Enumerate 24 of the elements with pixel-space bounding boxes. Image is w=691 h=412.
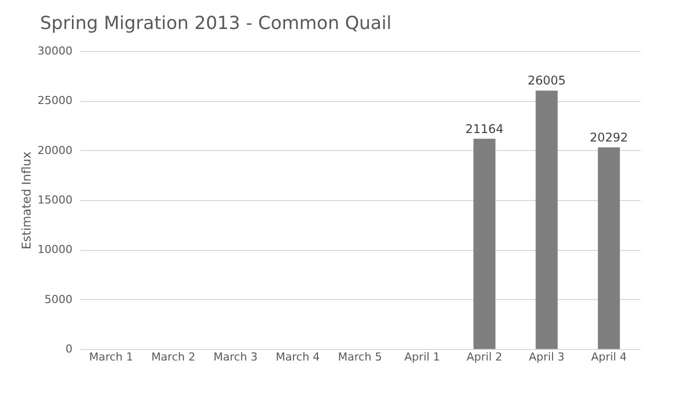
x-tick-label: March 1: [89, 350, 134, 364]
x-tick-label: March 3: [214, 350, 258, 364]
y-tick-label: 0: [66, 342, 72, 356]
y-axis-title: Estimated Influx: [20, 152, 34, 250]
data-label: 26005: [528, 74, 566, 88]
bar: [536, 90, 558, 349]
chart-title: Spring Migration 2013 - Common Quail: [40, 13, 392, 34]
y-tick-label: 10000: [38, 243, 72, 256]
x-tick-label: April 4: [591, 350, 627, 364]
x-tick-label: March 5: [338, 350, 382, 364]
x-tick-label: March 4: [276, 350, 320, 364]
bar: [598, 147, 620, 349]
x-tick-label: April 2: [466, 350, 502, 364]
data-label: 20292: [590, 130, 628, 144]
y-tick-label: 30000: [38, 44, 72, 58]
y-tick-label: 25000: [38, 94, 72, 108]
bar: [473, 138, 496, 349]
x-tick-label: April 3: [528, 350, 564, 364]
x-tick-label: March 2: [151, 350, 196, 364]
y-tick-label: 5000: [44, 292, 72, 306]
y-tick-label: 20000: [38, 144, 72, 157]
y-tick-label: 15000: [38, 194, 72, 206]
data-label: 21164: [465, 122, 504, 136]
x-tick-label: April 1: [404, 350, 440, 364]
